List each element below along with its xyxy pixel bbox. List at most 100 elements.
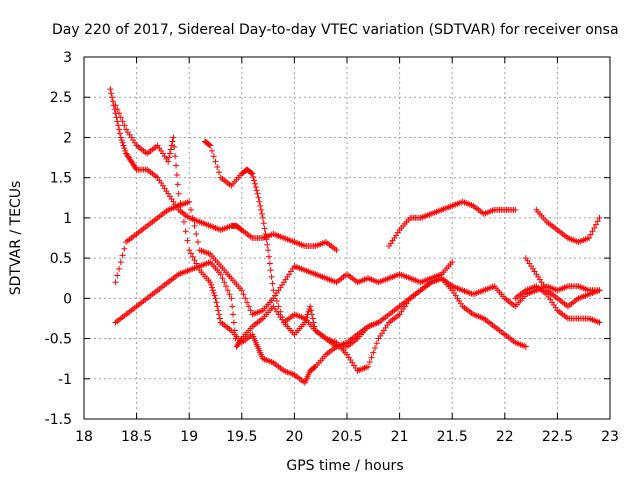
data-point (370, 349, 377, 356)
data-point (122, 147, 129, 154)
data-point (206, 141, 213, 148)
data-point (231, 327, 238, 334)
data-point (365, 363, 372, 370)
y-tick-label: 1.5 (50, 171, 72, 187)
y-tick-label: 2 (63, 130, 72, 146)
y-tick-label: -1.5 (45, 412, 72, 428)
x-tick-label: 21.5 (437, 429, 468, 445)
data-point (269, 280, 276, 287)
data-point (132, 165, 139, 172)
data-point (265, 253, 272, 260)
data-point (251, 177, 258, 184)
data-point (244, 299, 251, 306)
y-tick-label: 0.5 (50, 251, 72, 267)
data-point (258, 206, 265, 213)
y-tick-label: 0 (63, 291, 72, 307)
data-point (166, 154, 173, 161)
data-point (237, 336, 244, 343)
x-tick-label: 19 (180, 429, 198, 445)
data-point (259, 214, 266, 221)
data-point (191, 222, 198, 229)
data-point (585, 235, 592, 241)
data-point (207, 279, 214, 286)
data-point (258, 210, 265, 217)
data-point (186, 198, 193, 205)
data-point (213, 299, 220, 306)
data-point (594, 218, 601, 225)
data-point (116, 126, 123, 133)
data-point (107, 86, 114, 93)
data-point (216, 311, 223, 318)
data-point (168, 142, 175, 149)
ticks: 18 18.5 19 19.5 20 20.5 21 21.5 22 22.5 2332.521.5… (45, 50, 619, 445)
data-point (252, 184, 259, 191)
points (107, 86, 603, 386)
data-point (449, 259, 456, 266)
data-point (221, 279, 228, 286)
data-point (592, 221, 599, 228)
data-point (207, 142, 214, 149)
data-point (262, 230, 269, 237)
data-point (373, 340, 380, 347)
data-point (173, 162, 180, 169)
data-point (366, 359, 373, 366)
series-arc-2 (112, 102, 382, 386)
data-point (587, 231, 594, 238)
data-point (596, 214, 603, 221)
data-point (228, 295, 235, 302)
data-point (116, 265, 123, 272)
data-point (112, 102, 119, 109)
data-point (117, 259, 124, 266)
data-point (116, 110, 123, 117)
data-point (270, 287, 277, 294)
data-point (251, 180, 258, 187)
x-axis-label: GPS time / hours (286, 458, 403, 474)
chart-title: Day 220 of 2017, Sidereal Day-to-day VTE… (52, 22, 619, 38)
data-point (194, 239, 201, 246)
data-point (109, 98, 116, 105)
data-point (119, 139, 126, 146)
data-point (115, 122, 122, 129)
data-point (263, 236, 270, 243)
data-point (210, 153, 217, 160)
data-point (180, 218, 187, 225)
data-point (114, 106, 121, 113)
data-point (372, 344, 379, 351)
data-point (112, 279, 119, 286)
data-point (232, 335, 239, 342)
data-point (230, 311, 237, 318)
data-point (172, 153, 179, 160)
series-arc-5 (112, 259, 529, 350)
series-arc-1 (107, 86, 340, 254)
data-point (268, 273, 275, 280)
data-point (186, 247, 193, 254)
data-point (249, 170, 256, 177)
data-point (308, 311, 315, 318)
data-point (208, 147, 215, 154)
series-arc-3 (201, 138, 603, 374)
data-point (248, 169, 255, 176)
data-point (311, 364, 318, 371)
y-tick-label: -1 (58, 372, 72, 388)
data-point (250, 173, 257, 180)
data-point (166, 150, 173, 157)
data-point (333, 247, 340, 254)
data-point (275, 303, 282, 310)
x-tick-label: 18 (75, 429, 93, 445)
data-point (121, 122, 128, 129)
series-arc-7 (533, 206, 603, 246)
data-point (119, 252, 126, 259)
data-point (208, 284, 215, 291)
x-tick-label: 21 (391, 429, 409, 445)
data-point (109, 94, 116, 101)
data-point (226, 291, 233, 298)
data-point (267, 267, 274, 274)
data-point (179, 209, 186, 216)
data-point (108, 90, 115, 97)
data-point (193, 230, 200, 237)
data-point (117, 134, 124, 141)
data-point (273, 298, 280, 305)
data-point (210, 289, 217, 296)
y-axis-label: SDTVAR / TECUs (8, 181, 24, 296)
